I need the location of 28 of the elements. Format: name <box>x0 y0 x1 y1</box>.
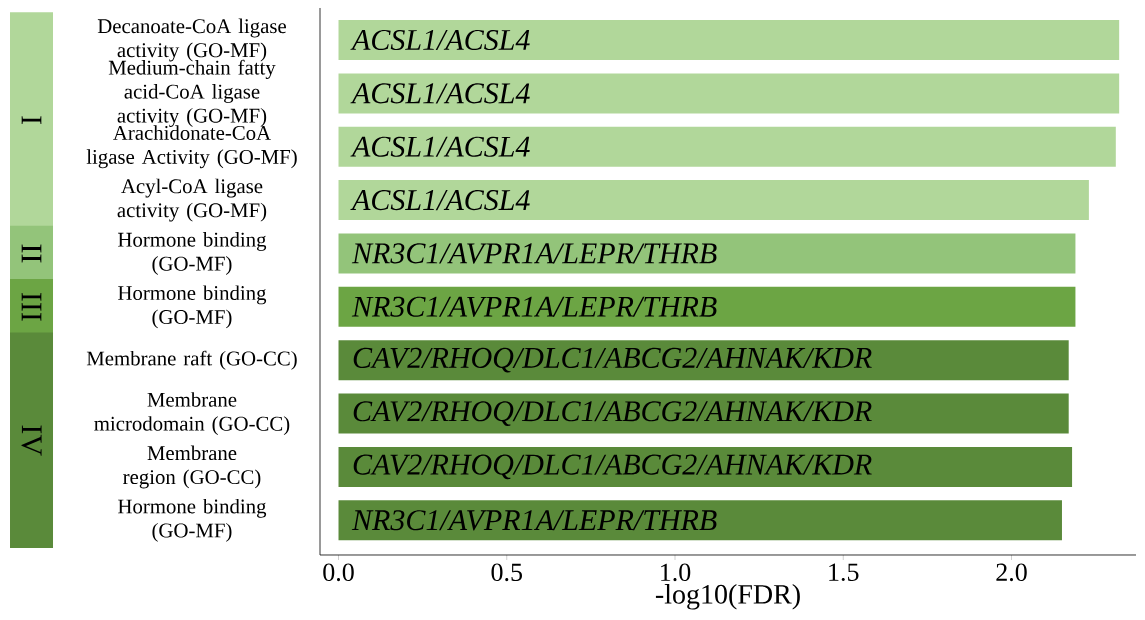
data-label: NR3C1/AVPR1A/LEPR/THRB <box>351 296 717 317</box>
y-tick-label: Arachidonate-CoA ligase Activity (GO-MF) <box>86 125 297 169</box>
data-label: ACSL1/ACSL4 <box>350 190 530 211</box>
x-tick-label: 0.5 <box>491 563 522 582</box>
text: IV <box>21 425 42 456</box>
data-label: NR3C1/AVPR1A/LEPR/THRB <box>351 510 717 531</box>
x-axis-title: -log10(FDR) <box>655 584 800 610</box>
y-tick-label: Hormone binding (GO-MF) <box>118 232 267 275</box>
y-tick-label: Membrane raft (GO-CC) <box>86 350 297 370</box>
x-tick-label: 0.0 <box>323 563 354 582</box>
data-label: NR3C1/AVPR1A/LEPR/THRB <box>351 243 717 264</box>
text: II <box>21 244 42 263</box>
x-tick-label: 1.5 <box>829 563 859 582</box>
data-label: ACSL1/ACSL4 <box>350 83 530 104</box>
y-tick-label: Hormone binding (GO-MF) <box>118 285 267 329</box>
data-label: CAV2/RHOQ/DLC1/ABCG2/AHNAK/KDR <box>353 401 872 426</box>
text: I <box>21 116 42 125</box>
text: III <box>21 292 42 321</box>
data-label: ACSL1/ACSL4 <box>350 136 530 157</box>
x-tick-label: 2.0 <box>996 563 1027 582</box>
data-label: CAV2/RHOQ/DLC1/ABCG2/AHNAK/KDR <box>353 454 872 480</box>
y-tick-label: Hormone binding (GO-MF) <box>118 498 267 542</box>
data-label: CAV2/RHOQ/DLC1/ABCG2/AHNAK/KDR <box>353 347 872 373</box>
x-tick-label: 1.0 <box>661 563 691 582</box>
y-tick-label: Membrane microdomain (GO-CC) <box>94 392 290 435</box>
data-label: ACSL1/ACSL4 <box>350 29 530 51</box>
y-tick-label: Acyl-CoA ligase activity (GO-MF) <box>117 178 267 222</box>
y-tick-label: Membrane region (GO-CC) <box>123 445 261 489</box>
